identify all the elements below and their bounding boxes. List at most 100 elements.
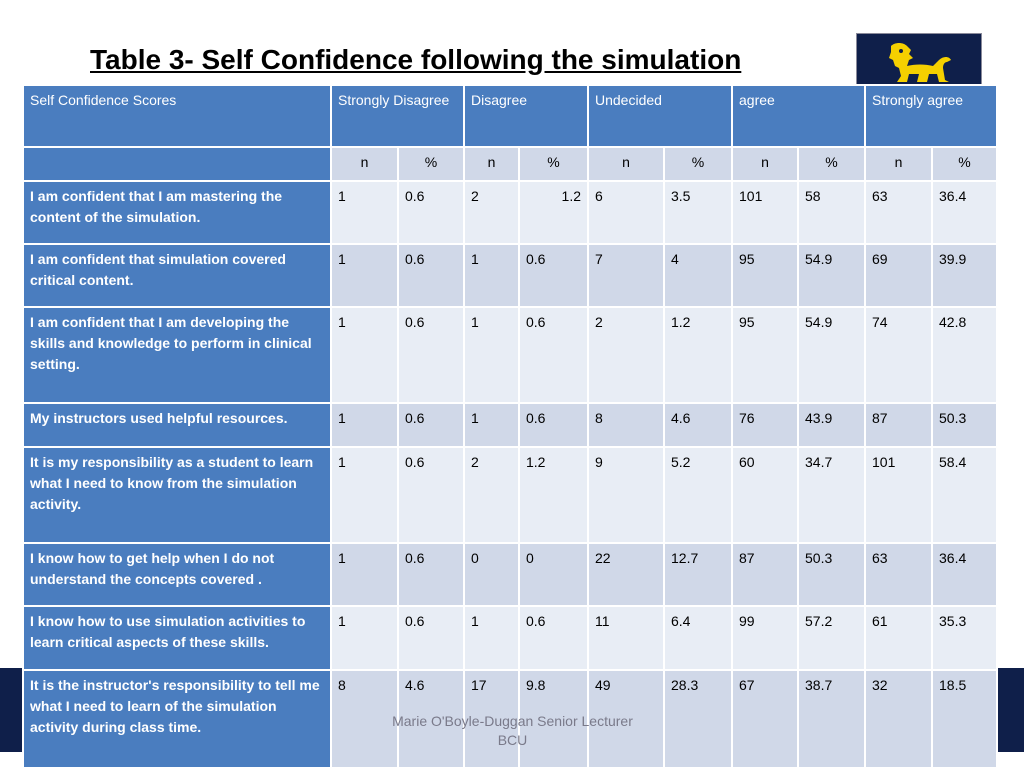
bottom-band-left: [0, 668, 22, 752]
subheader-cell: n: [731, 146, 799, 182]
row-label: I am confident that I am developing the …: [22, 306, 332, 404]
table-cell: 8: [330, 669, 399, 769]
table-cell: 36.4: [931, 180, 998, 245]
table-row: It is my responsibility as a student to …: [22, 446, 998, 544]
table-cell: 101: [731, 180, 799, 245]
table-cell: 60: [731, 446, 799, 544]
table-cell: 1: [330, 542, 399, 607]
header-cell: agree: [731, 84, 866, 148]
table-cell: 0: [463, 542, 520, 607]
table-cell: 1.2: [663, 306, 733, 404]
row-label: I am confident that simulation covered c…: [22, 243, 332, 308]
table-cell: 1.2: [518, 180, 589, 245]
table-cell: 95: [731, 243, 799, 308]
bottom-band-right: [996, 668, 1024, 752]
table-cell: 58.4: [931, 446, 998, 544]
table-row: I am confident that I am developing the …: [22, 306, 998, 404]
header-cell: Self Confidence Scores: [22, 84, 332, 148]
table-cell: 1: [330, 243, 399, 308]
table-cell: 36.4: [931, 542, 998, 607]
table-cell: 63: [864, 542, 933, 607]
table-cell: 87: [864, 402, 933, 448]
table-cell: 0.6: [397, 402, 465, 448]
table-cell: 54.9: [797, 306, 866, 404]
table-row: I know how to use simulation activities …: [22, 605, 998, 671]
table-cell: 35.3: [931, 605, 998, 671]
table-cell: 1: [463, 605, 520, 671]
table-cell: 4: [663, 243, 733, 308]
subheader-cell: n: [587, 146, 665, 182]
table-cell: 18.5: [931, 669, 998, 769]
table-cell: 9: [587, 446, 665, 544]
subheader-blank-cell: [22, 146, 332, 182]
table-cell: 49: [587, 669, 665, 769]
subheader-row: n% n% n% n% n%: [22, 146, 998, 182]
table-cell: 101: [864, 446, 933, 544]
table-cell: 7: [587, 243, 665, 308]
header-row: Self Confidence Scores Strongly Disagree…: [22, 84, 998, 148]
table-cell: 1: [463, 402, 520, 448]
header-cell: Disagree: [463, 84, 589, 148]
subheader-cell: %: [518, 146, 589, 182]
table-cell: 11: [587, 605, 665, 671]
table-cell: 0.6: [397, 446, 465, 544]
table-cell: 34.7: [797, 446, 866, 544]
table-cell: 63: [864, 180, 933, 245]
table-cell: 3.5: [663, 180, 733, 245]
footer-author: Marie O'Boyle-Duggan Senior Lecturer: [392, 713, 633, 729]
footer-credit: Marie O'Boyle-Duggan Senior Lecturer BCU: [340, 712, 685, 750]
table-cell: 1: [330, 605, 399, 671]
table-cell: 50.3: [797, 542, 866, 607]
table-cell: 1: [330, 402, 399, 448]
row-label: I know how to use simulation activities …: [22, 605, 332, 671]
table-cell: 32: [864, 669, 933, 769]
row-label: It is my responsibility as a student to …: [22, 446, 332, 544]
subheader-cell: n: [864, 146, 933, 182]
table-cell: 1: [463, 243, 520, 308]
table-cell: 5.2: [663, 446, 733, 544]
table-row: It is the instructor's responsibility to…: [22, 669, 998, 769]
table-cell: 69: [864, 243, 933, 308]
table-cell: 6: [587, 180, 665, 245]
table-cell: 0.6: [397, 243, 465, 308]
table-row: My instructors used helpful resources. 1 0…: [22, 402, 998, 448]
row-label: It is the instructor's responsibility to…: [22, 669, 332, 769]
table-cell: 9.8: [518, 669, 589, 769]
table-cell: 0.6: [397, 605, 465, 671]
page-title: Table 3- Self Confidence following the s…: [90, 44, 742, 75]
table-cell: 1.2: [518, 446, 589, 544]
table-cell: 0.6: [397, 180, 465, 245]
table-cell: 1: [330, 446, 399, 544]
table-cell: 28.3: [663, 669, 733, 769]
table-cell: 50.3: [931, 402, 998, 448]
table-row: I am confident that simulation covered c…: [22, 243, 998, 308]
row-label: I know how to get help when I do not und…: [22, 542, 332, 607]
lion-crest-icon: [887, 43, 955, 87]
table-cell: 95: [731, 306, 799, 404]
table-cell: 8: [587, 402, 665, 448]
table-cell: 38.7: [797, 669, 866, 769]
header-cell: Strongly Disagree: [330, 84, 465, 148]
self-confidence-table: Self Confidence Scores Strongly Disagree…: [22, 84, 998, 769]
table-cell: 0.6: [518, 306, 589, 404]
subheader-cell: n: [463, 146, 520, 182]
university-logo: [856, 33, 982, 93]
table-cell: 0.6: [518, 402, 589, 448]
table-cell: 58: [797, 180, 866, 245]
table-cell: 74: [864, 306, 933, 404]
subheader-cell: %: [797, 146, 866, 182]
table-cell: 99: [731, 605, 799, 671]
table-cell: 87: [731, 542, 799, 607]
row-label: I am confident that I am mastering the c…: [22, 180, 332, 245]
table-cell: 0.6: [518, 605, 589, 671]
table-cell: 4.6: [663, 402, 733, 448]
table-cell: 0.6: [397, 306, 465, 404]
subheader-cell: %: [931, 146, 998, 182]
table-cell: 2: [463, 446, 520, 544]
table-cell: 22: [587, 542, 665, 607]
table-cell: 39.9: [931, 243, 998, 308]
table-cell: 57.2: [797, 605, 866, 671]
table-cell: 54.9: [797, 243, 866, 308]
table-cell: 67: [731, 669, 799, 769]
table-cell: 1: [330, 306, 399, 404]
